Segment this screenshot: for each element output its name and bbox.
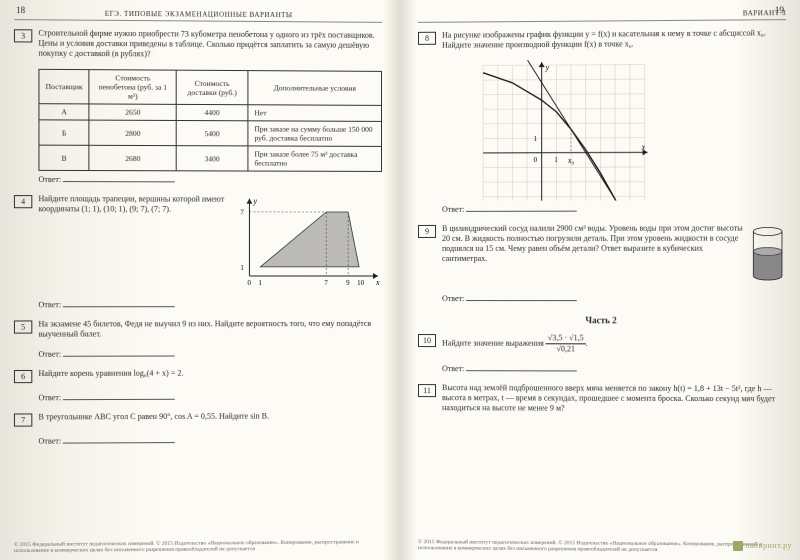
watermark-icon bbox=[733, 541, 743, 551]
task-5: 5 На экзамене 45 билетов, Федя не выучил… bbox=[14, 319, 382, 340]
task-text: Высота над землёй подброшенного вверх мя… bbox=[442, 383, 786, 414]
footnote-left: © 2015 Федеральный институт педагогическ… bbox=[14, 539, 382, 554]
answer-line: Ответ: bbox=[442, 204, 786, 214]
function-graph: x y 0 1 1 x₀ bbox=[478, 59, 786, 201]
svg-text:10: 10 bbox=[357, 279, 364, 287]
task-number: 6 bbox=[14, 370, 32, 383]
svg-text:x: x bbox=[641, 142, 646, 151]
svg-text:1: 1 bbox=[240, 264, 244, 272]
task-text: Найдите площадь трапеции, вершины которо… bbox=[38, 194, 225, 290]
task-8: 8 На рисунке изображены график функции y… bbox=[418, 28, 786, 51]
supplier-table: Поставщик Стоимость пенобетона (руб. за … bbox=[38, 69, 382, 172]
svg-text:1: 1 bbox=[554, 156, 558, 164]
task-9: 9 В цилиндрический сосуд налили 2900 см³… bbox=[418, 223, 786, 284]
table-header-row: Поставщик Стоимость пенобетона (руб. за … bbox=[39, 69, 382, 105]
fraction-denominator: √0,21 bbox=[546, 344, 586, 354]
task-text-prefix: Найдите значение выражения bbox=[442, 338, 546, 347]
task-7: 7 В треугольнике ABC угол C равен 90°, c… bbox=[14, 411, 382, 427]
col-header: Стоимость доставки (руб.) bbox=[176, 70, 248, 105]
task-10: 10 Найдите значение выражения √3,5 · √1,… bbox=[418, 333, 786, 355]
task-number: 11 bbox=[418, 384, 436, 397]
table-row: Б28005400При заказе на сумму больше 150 … bbox=[39, 120, 382, 147]
task-number: 5 bbox=[14, 320, 32, 333]
header-right: ВАРИАНТ 3 bbox=[418, 9, 786, 23]
task-text: На рисунке изображены график функции y =… bbox=[442, 28, 786, 51]
svg-text:7: 7 bbox=[240, 209, 244, 217]
answer-line: Ответ: bbox=[38, 435, 382, 446]
answer-line: Ответ: bbox=[442, 364, 786, 374]
svg-text:y: y bbox=[545, 63, 550, 72]
svg-text:1: 1 bbox=[258, 279, 262, 287]
col-header: Поставщик bbox=[39, 69, 89, 104]
task-4: 4 Найдите площадь трапеции, вершины кото… bbox=[14, 194, 382, 290]
task-text: На экзамене 45 билетов, Федя не выучил 9… bbox=[38, 319, 382, 340]
svg-text:y: y bbox=[252, 197, 257, 206]
answer-line: Ответ: bbox=[38, 349, 382, 359]
watermark: лабиринт.ру bbox=[733, 541, 792, 551]
task-text: Найдите значение выражения √3,5 · √1,5 √… bbox=[442, 333, 786, 355]
svg-text:9: 9 bbox=[346, 279, 350, 287]
task-6: 6 Найдите корень уравнения log₆(4 + x) =… bbox=[14, 368, 382, 383]
task-number: 8 bbox=[418, 32, 436, 45]
col-header: Дополнительные условия bbox=[248, 71, 382, 106]
svg-text:7: 7 bbox=[324, 279, 328, 287]
footnote-right: © 2015 Федеральный институт педагогическ… bbox=[418, 539, 786, 554]
svg-text:1: 1 bbox=[534, 135, 538, 143]
page-right: 19 ВАРИАНТ 3 8 На рисунке изображены гра… bbox=[400, 0, 800, 560]
svg-text:x₀: x₀ bbox=[567, 156, 575, 165]
page-number-left: 18 bbox=[16, 5, 25, 15]
page-left: 18 ЕГЭ. ТИПОВЫЕ ЭКЗАМЕНАЦИОННЫЕ ВАРИАНТЫ… bbox=[0, 0, 400, 560]
answer-line: Ответ: bbox=[38, 175, 382, 185]
table-row: В26803400При заказе более 75 м³ доставка… bbox=[39, 145, 382, 171]
answer-line: Ответ: bbox=[38, 300, 382, 309]
svg-text:0: 0 bbox=[534, 156, 538, 164]
page-number-right: 19 bbox=[775, 5, 784, 15]
book-spread: 18 ЕГЭ. ТИПОВЫЕ ЭКЗАМЕНАЦИОННЫЕ ВАРИАНТЫ… bbox=[0, 0, 800, 557]
svg-text:0: 0 bbox=[247, 279, 251, 287]
task-text: Строительной фирме нужно приобрести 73 к… bbox=[38, 28, 382, 60]
answer-line: Ответ: bbox=[442, 294, 786, 303]
task-number: 3 bbox=[14, 29, 32, 42]
task-number: 7 bbox=[14, 413, 32, 426]
part-2-title: Часть 2 bbox=[418, 315, 786, 326]
watermark-text: лабиринт.ру bbox=[745, 541, 792, 550]
header-left: ЕГЭ. ТИПОВЫЕ ЭКЗАМЕНАЦИОННЫЕ ВАРИАНТЫ bbox=[14, 9, 382, 23]
task-text: В цилиндрический сосуд налили 2900 см³ в… bbox=[442, 223, 743, 284]
trapezoid-chart: x y 01 7 9 10 1 7 bbox=[231, 195, 382, 290]
task-text: Найдите корень уравнения log₆(4 + x) = 2… bbox=[38, 368, 382, 383]
task-number: 4 bbox=[14, 195, 32, 208]
answer-line: Ответ: bbox=[38, 392, 382, 402]
task-number: 9 bbox=[418, 225, 436, 238]
table-row: А26504400Нет bbox=[39, 104, 382, 122]
svg-text:x: x bbox=[375, 278, 380, 287]
task-number: 10 bbox=[418, 334, 436, 347]
task-text: В треугольнике ABC угол C равен 90°, cos… bbox=[38, 411, 382, 426]
fraction-numerator: √3,5 · √1,5 bbox=[546, 333, 586, 344]
task-3: 3 Строительной фирме нужно приобрести 73… bbox=[14, 28, 382, 61]
task-11: 11 Высота над землёй подброшенного вверх… bbox=[418, 383, 786, 414]
col-header: Стоимость пенобетона (руб. за 1 м³) bbox=[89, 70, 176, 105]
cylinder-figure bbox=[749, 223, 786, 284]
